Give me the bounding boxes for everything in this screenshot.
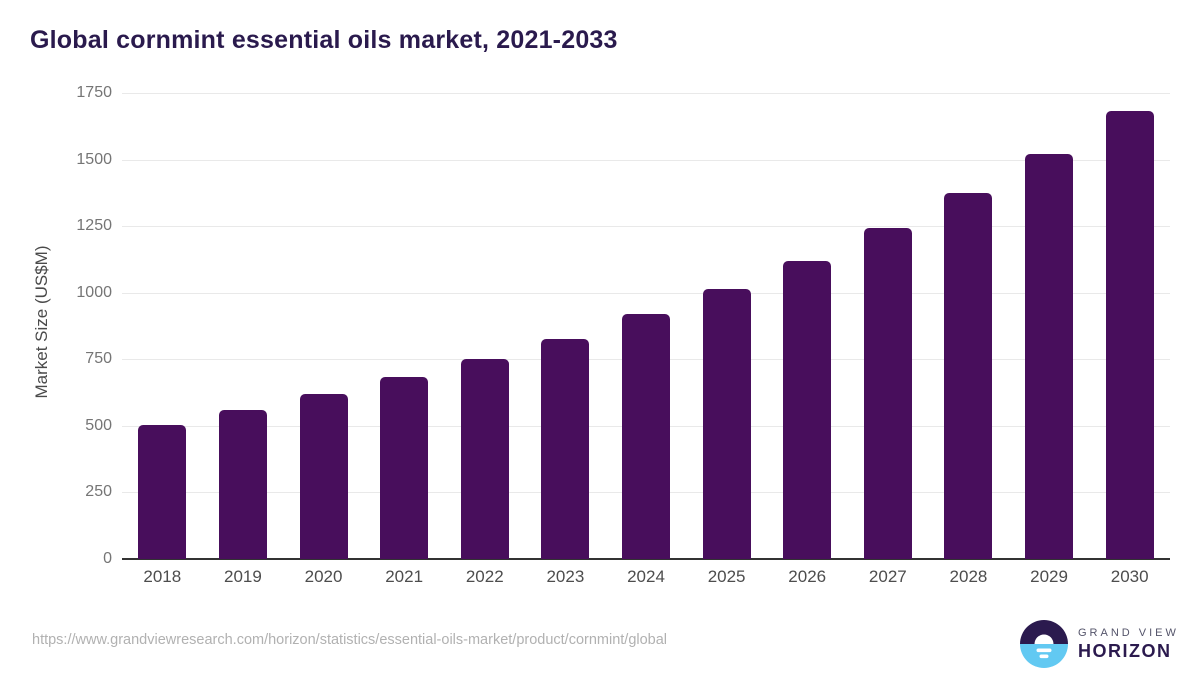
x-axis-labels: 2018 2019 2020 2021 2022 2023 2024 2025 2026 2027… [122,567,1170,591]
x-axis-line [122,558,1170,560]
bar-2020 [299,393,348,559]
logo-product-line: HORIZON [1078,640,1172,661]
bar-2026 [783,261,832,559]
x-tick-label: 2028 [949,567,988,586]
y-tick-label: 750 [85,350,112,368]
y-axis-labels: 0 250 500 750 1000 1250 1500 1750 [0,84,112,567]
bar-2025 [702,289,751,559]
y-tick-label: 250 [85,483,112,501]
source-url: https://www.grandviewresearch.com/horizo… [32,632,668,648]
sunrise-horizon-logo-icon [1020,620,1068,668]
bar-2021 [380,377,429,559]
logo-text: GRAND VIEW HORIZON [1078,627,1179,662]
bar-2023 [541,339,590,559]
gridline [122,159,1170,161]
grand-view-horizon-logo: GRAND VIEW HORIZON [1020,620,1179,668]
x-tick-label: 2026 [788,567,827,586]
x-tick-label: 2023 [546,567,585,586]
bar-2028 [944,193,993,559]
x-tick-label: 2021 [385,567,424,586]
bar-2029 [1025,153,1074,559]
x-tick-label: 2027 [868,567,907,586]
y-tick-label: 1000 [76,283,112,301]
gridline [122,226,1170,228]
x-tick-label: 2022 [465,567,504,586]
bar-2019 [218,409,267,559]
bar-2024 [622,314,670,559]
y-tick-label: 0 [103,550,112,567]
y-tick-label: 1500 [76,150,112,168]
logo-brand-line: GRAND VIEW [1078,626,1179,639]
plot-area [122,93,1170,560]
bar-2027 [863,228,912,559]
x-tick-label: 2018 [143,567,182,586]
bar-2022 [460,359,509,559]
x-tick-label: 2019 [224,567,262,586]
gridline [122,292,1170,294]
y-tick-label: 1250 [76,217,112,235]
bar-2018 [138,424,187,559]
x-tick-label: 2029 [1030,567,1068,586]
x-tick-label: 2030 [1110,567,1149,586]
x-tick-label: 2020 [304,567,343,586]
bar-2030 [1105,110,1154,559]
gridline [122,93,1170,94]
x-tick-label: 2024 [627,567,665,586]
chart-title: Global cornmint essential oils market, 2… [30,26,618,54]
x-tick-label: 2025 [707,567,746,586]
y-tick-label: 500 [85,416,112,434]
y-tick-label: 1750 [76,84,112,101]
